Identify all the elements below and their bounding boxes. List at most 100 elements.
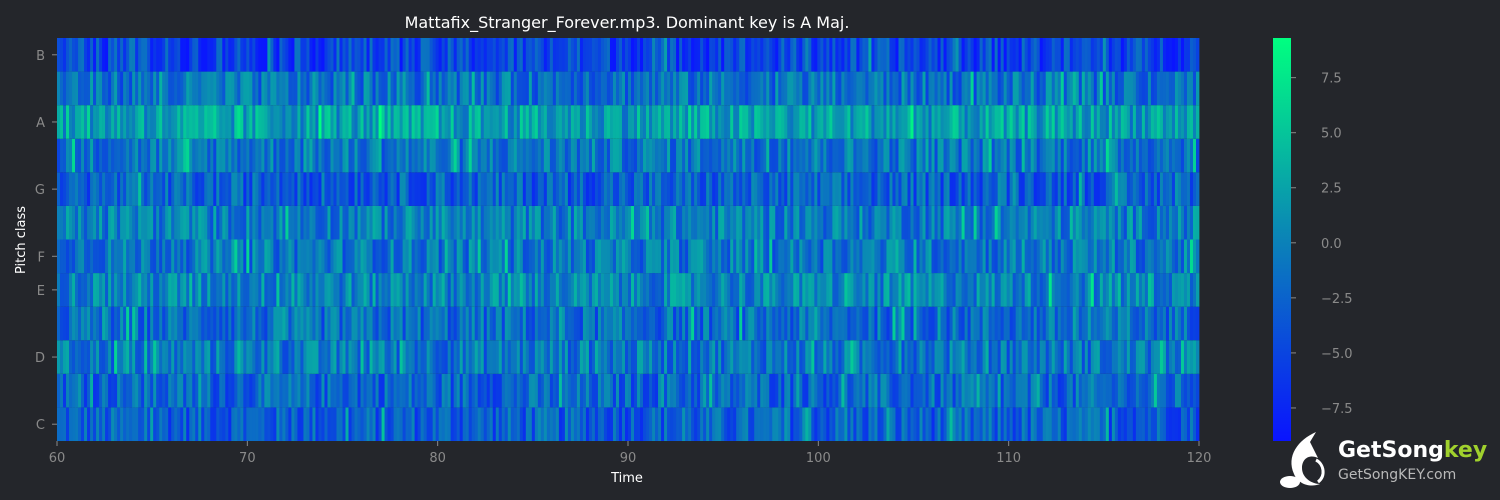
heatmap-cell [973,205,978,240]
heatmap-cell [462,38,467,72]
heatmap-cell [808,105,812,139]
heatmap-cell [351,71,355,106]
heatmap-cell [1141,172,1146,206]
heatmap-cell [294,172,298,206]
heatmap-cell [381,306,385,341]
heatmap-cell [519,407,524,441]
heatmap-cell [631,373,635,408]
heatmap-cell [1192,172,1197,206]
heatmap-cell [1081,273,1086,307]
heatmap-cell [423,239,428,274]
heatmap-cell [558,105,563,139]
heatmap-cell [910,340,914,374]
heatmap-cell [108,273,112,307]
heatmap-cell [549,105,554,139]
heatmap-cell [868,273,872,307]
heatmap-cell [351,105,355,139]
heatmap-cell [754,138,758,173]
heatmap-cell [624,38,629,72]
heatmap-cell [955,239,959,274]
heatmap-cell [673,205,677,240]
heatmap-cell [724,172,728,206]
heatmap-cell [192,138,196,173]
heatmap-cell [784,71,788,106]
heatmap-cell [1081,373,1086,408]
heatmap-cell [309,340,313,374]
heatmap-cell [631,38,635,72]
heatmap-cell [591,407,596,441]
heatmap-cell [243,172,247,206]
heatmap-cell [171,138,175,173]
heatmap-cell [973,138,978,173]
heatmap-cell [1120,105,1125,139]
heatmap-cell [640,172,644,206]
heatmap-cell [733,306,737,341]
heatmap-cell [267,105,271,139]
heatmap-cell [168,205,172,240]
heatmap-cell [679,239,683,274]
heatmap-cell [688,306,692,341]
heatmap-cell [1102,38,1107,72]
heatmap-cell [946,38,950,72]
heatmap-cell [402,306,407,341]
heatmap-cell [1108,138,1113,173]
heatmap-cell [507,105,512,139]
heatmap-cell [1000,138,1005,173]
heatmap-cell [952,340,956,374]
heatmap-cell [640,71,644,106]
heatmap-cell [333,273,337,307]
heatmap-cell [847,71,851,106]
heatmap-cell [913,71,917,106]
heatmap-cell [66,71,70,106]
heatmap-cell [105,205,109,240]
heatmap-cell [336,105,340,139]
heatmap-cell [790,71,794,106]
heatmap-cell [652,205,656,240]
heatmap-cell [609,172,614,206]
heatmap-cell [561,373,566,408]
heatmap-cell [195,373,199,408]
heatmap-cell [628,340,632,374]
heatmap-cell [570,38,575,72]
heatmap-cell [943,273,947,307]
heatmap-cell [309,407,313,441]
heatmap-cell [1069,172,1074,206]
heatmap-cell [961,239,965,274]
heatmap-cell [582,373,587,408]
heatmap-cell [1171,373,1176,408]
heatmap-cell [838,273,842,307]
heatmap-cell [697,105,701,139]
heatmap-cell [856,105,860,139]
heatmap-cell [273,340,277,374]
heatmap-cell [336,38,340,72]
heatmap-cell [228,239,232,274]
heatmap-cell [87,71,91,106]
heatmap-cell [1036,138,1041,173]
heatmap-cell [363,38,367,72]
heatmap-cell [1180,71,1185,106]
heatmap-cell [655,172,659,206]
heatmap-cell [1018,71,1023,106]
heatmap-cell [841,138,845,173]
heatmap-cell [192,407,196,441]
heatmap-cell [309,373,313,408]
heatmap-cell [510,71,515,106]
heatmap-cell [609,138,614,173]
heatmap-cell [456,239,461,274]
heatmap-cell [862,340,866,374]
heatmap-cell [682,239,686,274]
heatmap-cell [934,407,938,441]
heatmap-cell [1117,138,1122,173]
heatmap-cell [637,138,641,173]
heatmap-cell [715,172,719,206]
heatmap-cell [228,306,232,341]
heatmap-cell [177,407,181,441]
heatmap-cell [1000,205,1005,240]
heatmap-cell [1135,138,1140,173]
heatmap-cell [799,306,803,341]
heatmap-cell [979,239,984,274]
heatmap-cell [462,138,467,173]
heatmap-cell [585,138,590,173]
heatmap-cell [156,205,160,240]
heatmap-cell [1063,138,1068,173]
